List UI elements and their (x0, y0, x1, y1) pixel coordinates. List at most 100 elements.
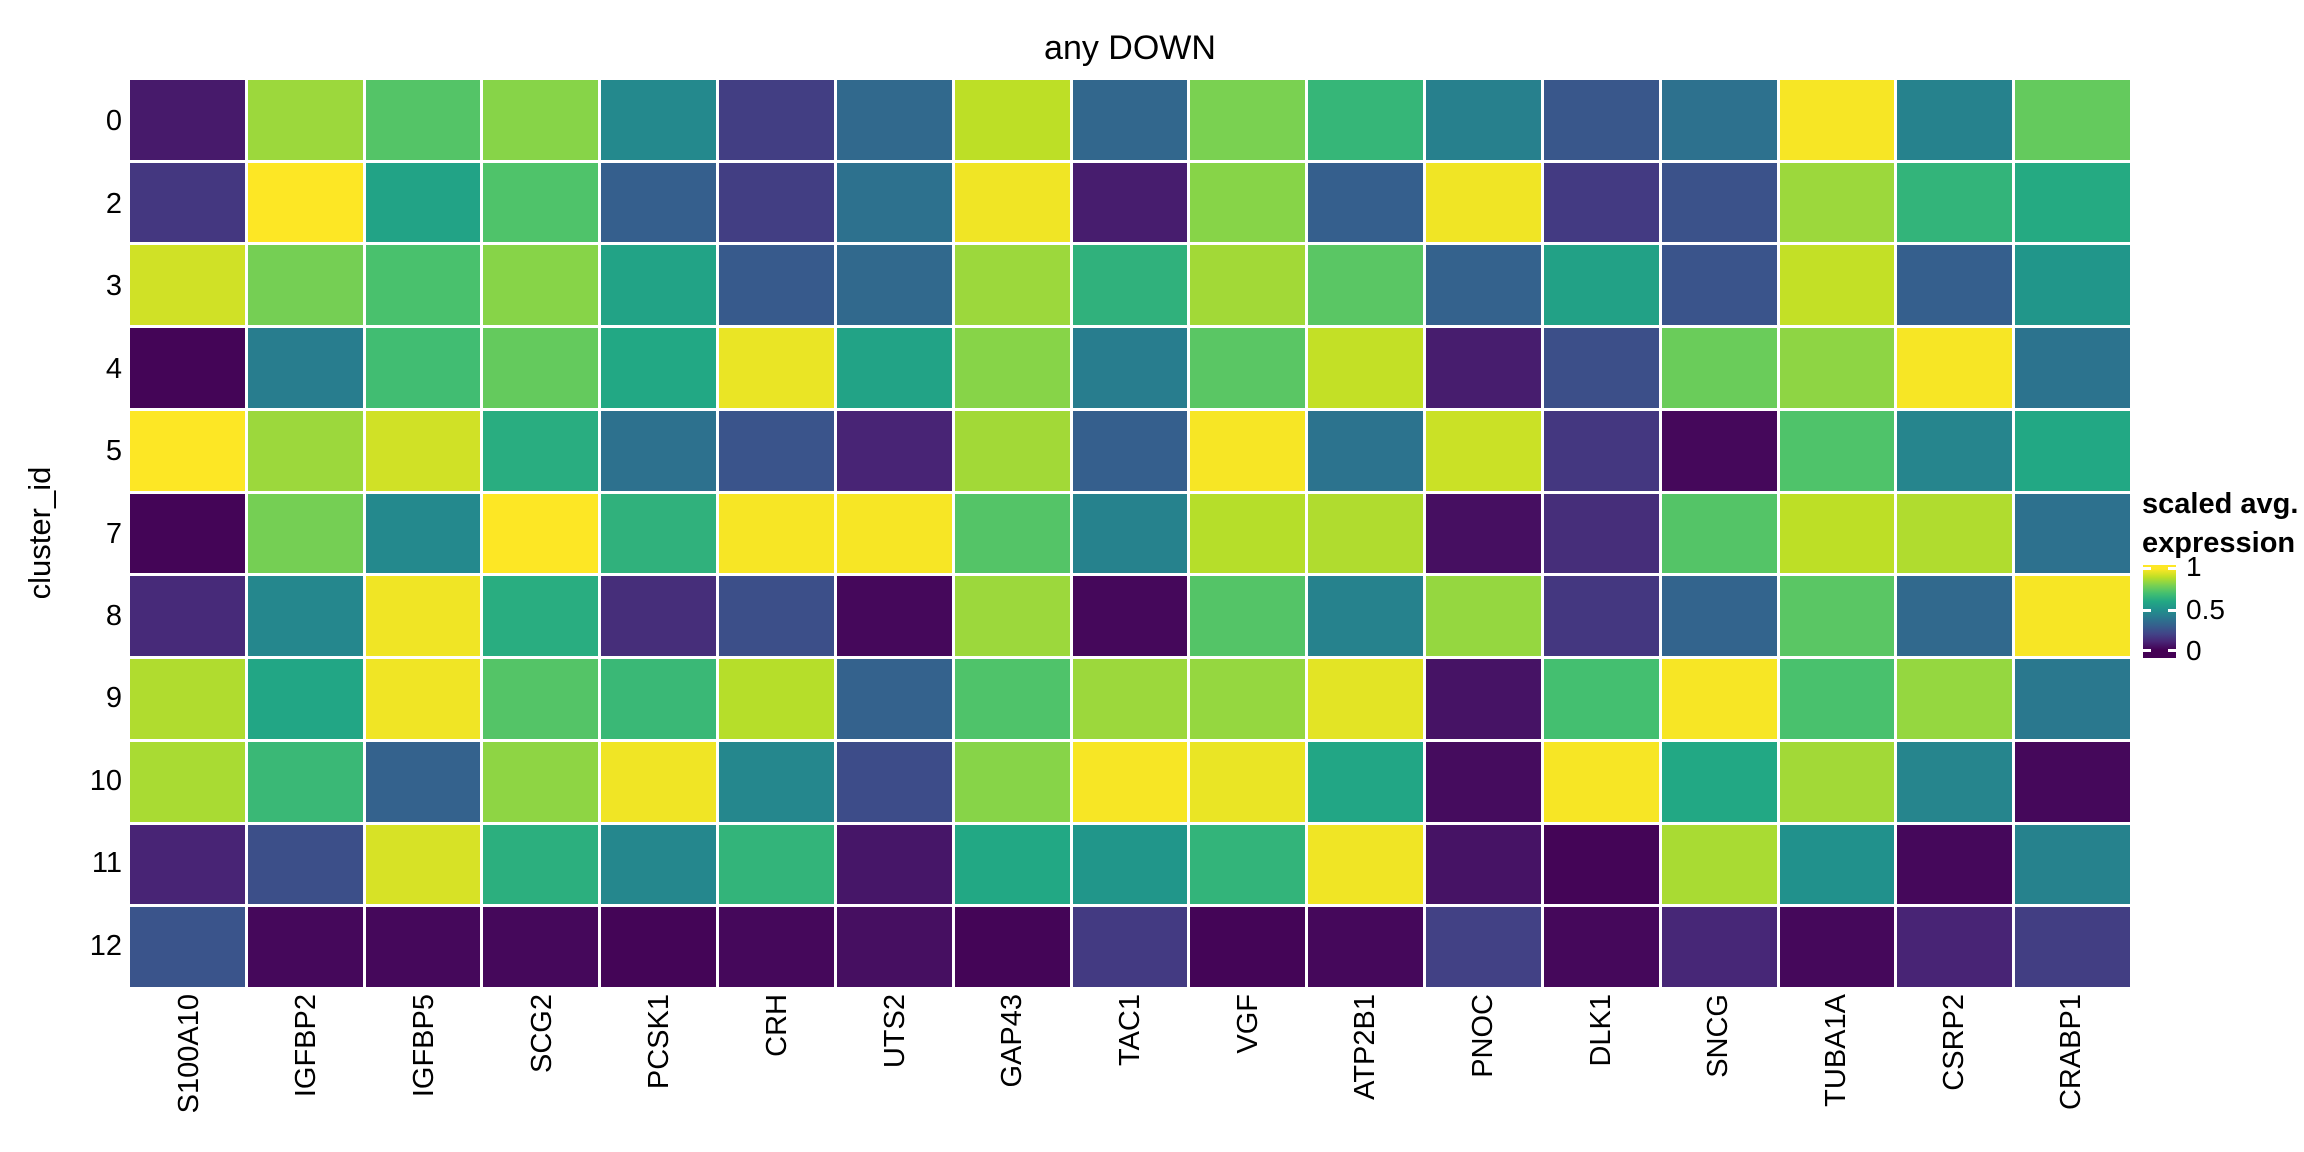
heatmap-cell (1779, 659, 1895, 739)
heatmap-cell (2015, 80, 2130, 160)
heatmap-cell (1543, 410, 1659, 491)
heatmap-cell (1308, 80, 1424, 160)
heatmap-cell (1426, 741, 1541, 822)
legend-tick-dash (2143, 567, 2151, 571)
heatmap-cell (130, 907, 245, 987)
heatmap-cell (1661, 493, 1777, 574)
heatmap-cell (954, 659, 1070, 739)
heatmap-cell (719, 80, 834, 160)
heatmap-cell (1308, 741, 1424, 822)
legend-tick-dash (2143, 648, 2151, 652)
heatmap-cell (247, 410, 363, 491)
heatmap-cell (483, 245, 599, 326)
heatmap-cell (1543, 162, 1659, 243)
heatmap-cell (365, 328, 481, 408)
heatmap-cell (247, 907, 363, 987)
heatmap-cell (1779, 328, 1895, 408)
heatmap-cell (1190, 907, 1306, 987)
heatmap-cell (2015, 410, 2130, 491)
heatmap-cell (483, 576, 599, 657)
heatmap-cell (1072, 907, 1188, 987)
heatmap-cell (1072, 659, 1188, 739)
heatmap-cell (719, 576, 834, 657)
heatmap-cell (130, 659, 245, 739)
row-label: 3 (105, 270, 122, 303)
heatmap-cell (1190, 741, 1306, 822)
heatmap-cell (601, 328, 717, 408)
heatmap-cell (954, 824, 1070, 905)
legend-title-line1: scaled avg. (2142, 488, 2299, 520)
heatmap-cell (719, 245, 834, 326)
heatmap-cell (1308, 410, 1424, 491)
heatmap-cell (1426, 659, 1541, 739)
heatmap-cell (601, 907, 717, 987)
heatmap-cell (601, 576, 717, 657)
heatmap-cell (247, 741, 363, 822)
heatmap-cell (1897, 824, 2013, 905)
heatmap-cell (483, 328, 599, 408)
col-label: UTS2 (878, 994, 911, 1069)
col-label: TAC1 (1114, 994, 1146, 1066)
heatmap-cell (2015, 659, 2130, 739)
heatmap-cell (1779, 741, 1895, 822)
heatmap-grid (130, 80, 2130, 987)
col-label: SCG2 (525, 994, 558, 1073)
heatmap-cell (601, 162, 717, 243)
row-label: 11 (91, 847, 122, 880)
legend-tick-dash (2168, 608, 2176, 612)
col-label: PCSK1 (643, 994, 676, 1090)
col-label: VGF (1231, 994, 1264, 1054)
heatmap-cell (1897, 493, 2013, 574)
heatmap-cell (836, 824, 952, 905)
col-label: TUBA1A (1819, 994, 1852, 1107)
heatmap-cell (719, 741, 834, 822)
heatmap-cell (130, 741, 245, 822)
heatmap-cell (2015, 328, 2130, 408)
heatmap-cell (601, 659, 717, 739)
heatmap-cell (247, 328, 363, 408)
heatmap-cell (1543, 576, 1659, 657)
heatmap-cell (836, 659, 952, 739)
heatmap-cell (1897, 741, 2013, 822)
heatmap-cell (483, 410, 599, 491)
heatmap-cell (483, 80, 599, 160)
heatmap-cell (954, 245, 1070, 326)
heatmap-cell (1072, 162, 1188, 243)
heatmap-cell (1426, 162, 1541, 243)
heatmap-cell (1779, 576, 1895, 657)
heatmap-cell (1190, 328, 1306, 408)
heatmap-cell (1072, 80, 1188, 160)
heatmap-cell (130, 493, 245, 574)
heatmap-cell (1072, 493, 1188, 574)
heatmap-cell (1072, 576, 1188, 657)
heatmap-cell (954, 907, 1070, 987)
heatmap-cell (130, 410, 245, 491)
legend-tick-label-1: 1 (2186, 551, 2202, 582)
row-label: 12 (89, 929, 122, 962)
heatmap-cell (954, 576, 1070, 657)
row-label: 0 (105, 105, 122, 138)
heatmap-cell (1779, 245, 1895, 326)
heatmap-cell (719, 659, 834, 739)
heatmap-cell (130, 245, 245, 326)
heatmap-cell (247, 245, 363, 326)
heatmap-cell (836, 410, 952, 491)
heatmap-cell (2015, 824, 2130, 905)
row-label: 9 (105, 682, 122, 715)
heatmap-cell (1661, 576, 1777, 657)
row-label: 7 (105, 517, 122, 550)
heatmap-cell (130, 824, 245, 905)
heatmap-cell (1897, 245, 2013, 326)
heatmap-cell (1661, 80, 1777, 160)
heatmap-cell (954, 80, 1070, 160)
heatmap-cell (1661, 824, 1777, 905)
heatmap-cell (247, 576, 363, 657)
heatmap-cell (1661, 659, 1777, 739)
heatmap-cell (719, 907, 834, 987)
heatmap-cell (1426, 493, 1541, 574)
heatmap-cell (1897, 80, 2013, 160)
legend-tick-dash (2168, 567, 2176, 571)
heatmap-cell (1661, 741, 1777, 822)
heatmap-cell (130, 328, 245, 408)
